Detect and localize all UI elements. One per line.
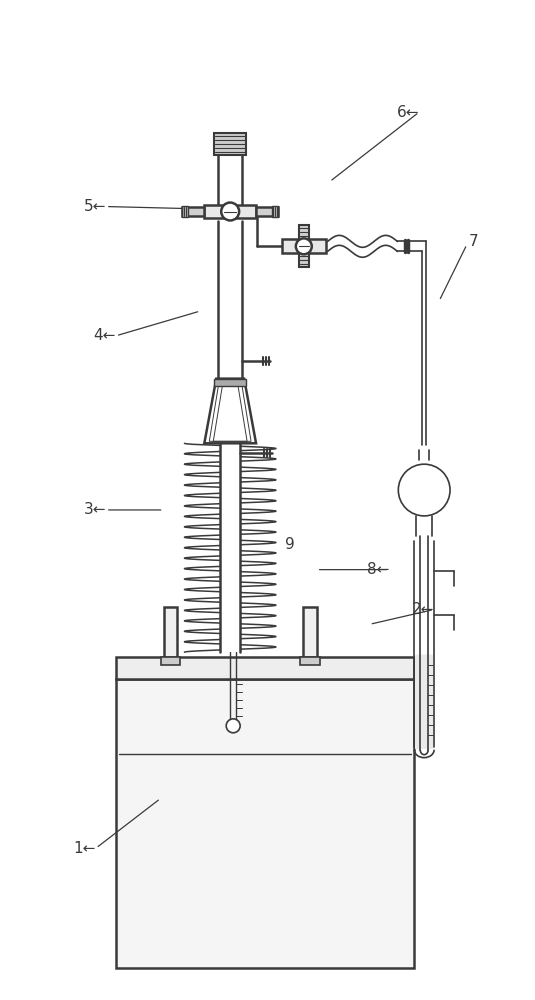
Bar [272, 206, 278, 217]
Text: 5←: 5← [83, 199, 106, 214]
Bar [282, 239, 326, 253]
Bar [218, 443, 242, 652]
Bar [299, 253, 309, 267]
Bar [164, 607, 178, 657]
Bar [116, 657, 414, 679]
Bar [299, 225, 309, 239]
Circle shape [221, 203, 239, 220]
Text: 9: 9 [285, 537, 295, 552]
Bar [303, 607, 317, 657]
Bar [160, 657, 180, 665]
Text: 1←: 1← [73, 841, 96, 856]
Bar [182, 206, 188, 217]
Circle shape [399, 464, 450, 516]
Text: 7: 7 [469, 234, 479, 249]
Bar [204, 205, 256, 218]
Text: 4←: 4← [94, 328, 116, 343]
Text: 3←: 3← [83, 502, 106, 517]
Bar [415, 655, 433, 749]
Text: 2←: 2← [412, 602, 434, 617]
Bar [182, 207, 204, 216]
Circle shape [226, 719, 240, 733]
Text: 6←: 6← [397, 105, 419, 120]
Bar [300, 657, 320, 665]
Polygon shape [204, 379, 256, 443]
Text: 8←: 8← [367, 562, 389, 577]
Bar [256, 207, 278, 216]
Bar [220, 443, 240, 652]
Bar [215, 133, 246, 155]
Circle shape [296, 238, 312, 254]
Bar [215, 379, 246, 386]
Bar [116, 679, 414, 968]
